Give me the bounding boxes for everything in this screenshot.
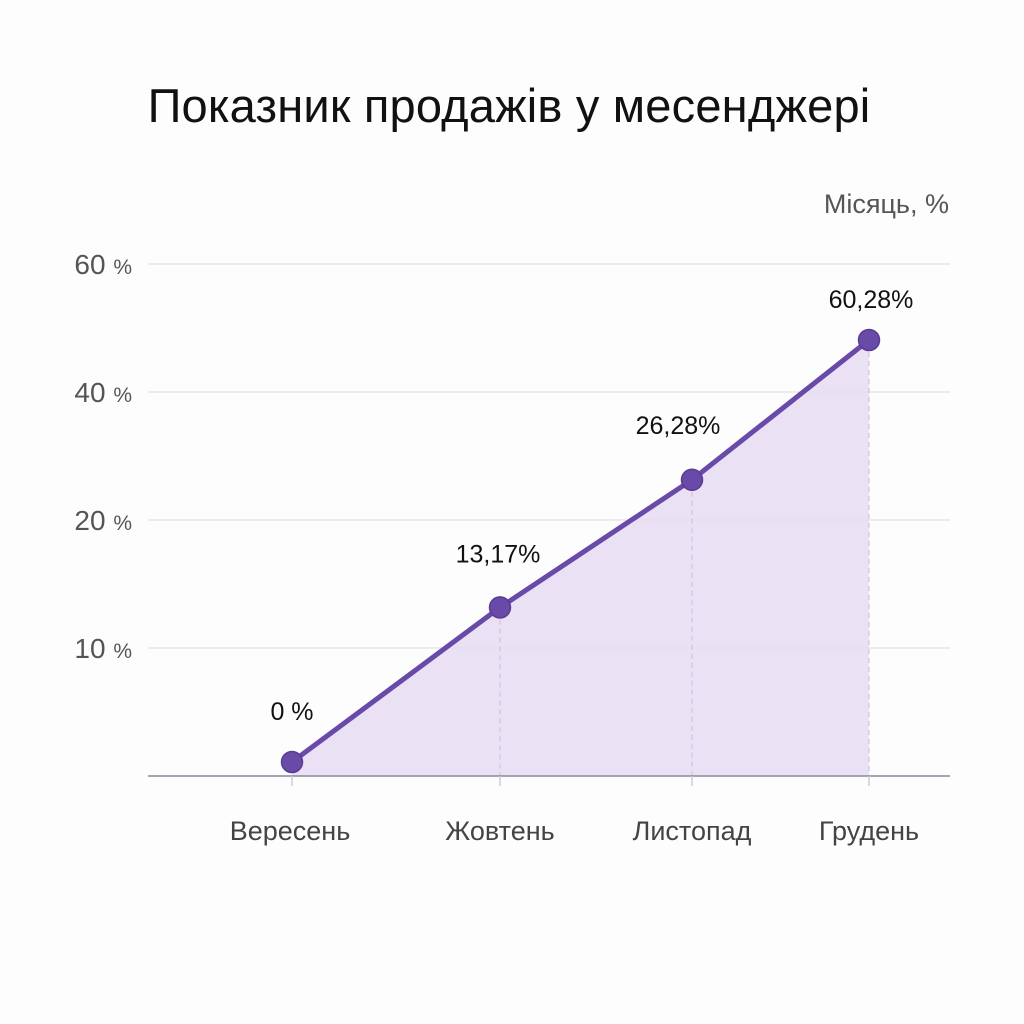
x-axis [148, 775, 950, 786]
y-axis-tick-labels: 10 % 20 % 40 % 60 % [74, 249, 132, 664]
data-point-Жовтень [488, 596, 512, 619]
y-tick-label-60: 60 % [74, 249, 132, 280]
y-tick-label-20: 20 % [74, 505, 132, 536]
x-category-label-1: Жовтень [445, 816, 554, 846]
x-category-label-2: Листопад [633, 816, 752, 846]
area-fill-layer [292, 340, 869, 776]
data-labels: 0 % 13,17% 26,28% 60,28% [270, 286, 913, 726]
data-label-2: 26,28% [636, 412, 721, 440]
series-line [289, 337, 872, 765]
x-category-label-0: Вересень [230, 816, 351, 846]
drop-lines [499, 352, 870, 776]
x-category-label-3: Грудень [819, 816, 919, 846]
y-tick-label-10: 10 % [74, 633, 132, 664]
data-points [280, 328, 881, 774]
data-label-1: 13,17% [456, 540, 541, 568]
area-fill [292, 340, 869, 776]
data-point-Вересень [280, 750, 304, 774]
chart-title: Показник продажів у месенджері [147, 79, 871, 132]
data-label-0: 0 % [270, 698, 313, 726]
data-point-Листопад [680, 468, 704, 492]
y-tick-label-40: 40 % [74, 377, 132, 408]
x-axis-category-labels: Вересень Жовтень Листопад Грудень [230, 816, 919, 846]
y-axis-unit-label: Місяць, % [824, 189, 949, 219]
data-label-3: 60,28% [829, 286, 914, 314]
series-line-layer [289, 337, 872, 765]
data-point-Грудень [857, 328, 881, 352]
